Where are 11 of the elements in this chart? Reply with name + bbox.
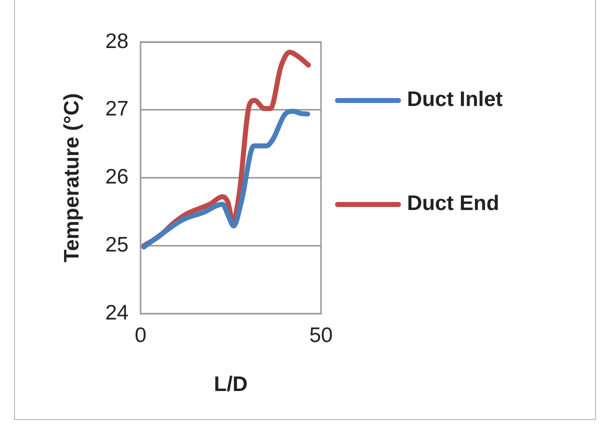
- legend-label: Duct End: [407, 192, 500, 216]
- y-tick-label: 27: [105, 98, 129, 121]
- x-tick-label: 0: [134, 324, 146, 347]
- y-tick-label: 26: [105, 166, 129, 189]
- y-tick-label: 25: [105, 233, 129, 256]
- x-axis-title: L/D: [214, 373, 248, 396]
- x-tick-label: 50: [309, 324, 333, 347]
- y-tick-label: 28: [105, 30, 129, 53]
- y-tick-label: 24: [105, 301, 129, 324]
- y-axis-title: Temperature (°C): [60, 93, 84, 262]
- legend-label: Duct Inlet: [407, 88, 503, 112]
